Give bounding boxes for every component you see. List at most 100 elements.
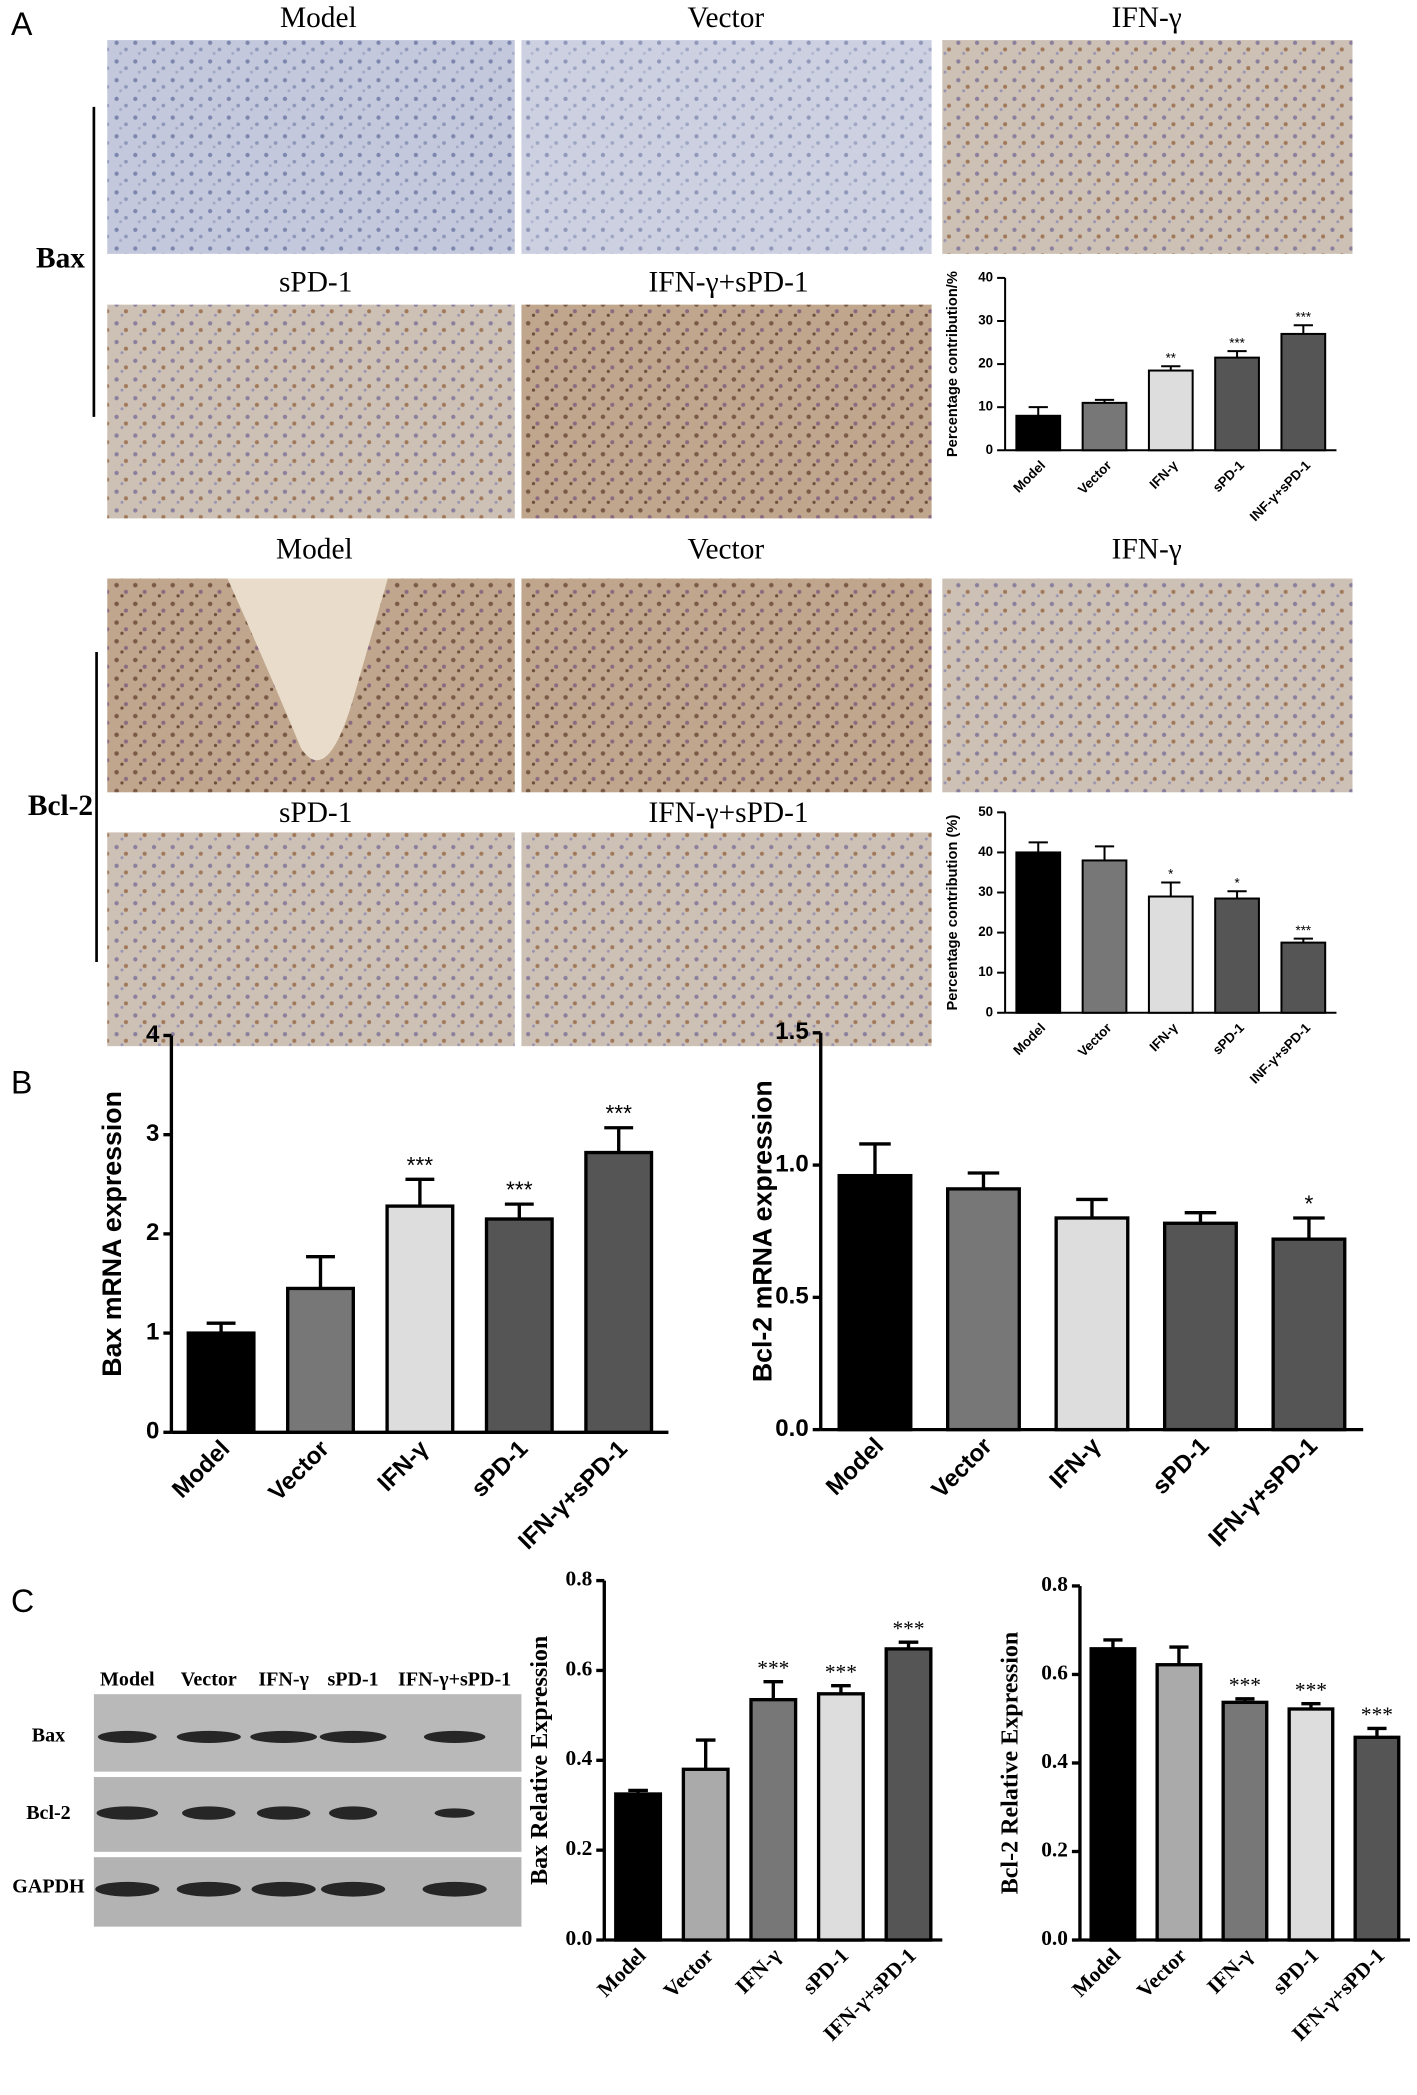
- y-tick-label: 0: [146, 1418, 159, 1445]
- micrograph-title: Model: [276, 534, 353, 566]
- x-tick-label: sPD-1: [1210, 457, 1248, 495]
- x-tick-label: Model: [1010, 458, 1048, 496]
- y-tick-label: 1: [146, 1318, 159, 1345]
- micrograph: [942, 40, 1353, 254]
- bar: [1214, 356, 1260, 452]
- blot-band: [422, 1881, 487, 1897]
- panel-label: C: [11, 1583, 34, 1619]
- lane-label: Model: [100, 1668, 155, 1690]
- y-tick-label: 0.6: [566, 1656, 593, 1680]
- x-tick-label: IFN-γ: [1202, 1943, 1257, 1998]
- bar: [1015, 851, 1062, 1014]
- blot-band: [319, 1730, 387, 1743]
- x-tick-label: Vector: [1075, 458, 1114, 497]
- micrograph-title: IFN-γ: [1112, 534, 1182, 566]
- bar: [681, 1767, 730, 1942]
- significance-label: ***: [892, 1616, 924, 1640]
- blot-band: [250, 1730, 318, 1743]
- y-axis-label: Bcl-2 Relative Expression: [997, 1632, 1023, 1895]
- y-tick-label: 0.2: [566, 1836, 593, 1860]
- x-tick-label: INF-γ+sPD-1: [1247, 457, 1314, 524]
- bar: [186, 1331, 256, 1434]
- blot-row-label: Bcl-2: [26, 1802, 71, 1824]
- y-axis-label: Bax mRNA expression: [97, 1091, 127, 1377]
- micrograph: [521, 578, 932, 793]
- panel-label: B: [11, 1064, 32, 1100]
- micrograph: [107, 40, 515, 254]
- significance-label: ***: [1361, 1703, 1393, 1727]
- micrographs: [92, 40, 1353, 1047]
- panel-label: A: [11, 6, 33, 42]
- y-tick-label: 0: [986, 1004, 993, 1019]
- bar: [584, 1150, 654, 1434]
- y-tick-label: 0.0: [1041, 1926, 1068, 1950]
- significance-label: **: [1166, 350, 1176, 365]
- y-tick-label: 0.4: [566, 1746, 593, 1770]
- micrograph: [107, 832, 515, 1047]
- y-tick-label: 0.2: [1041, 1837, 1068, 1861]
- significance-label: ***: [407, 1152, 434, 1178]
- blot-band: [176, 1730, 241, 1743]
- blot-band: [321, 1881, 386, 1897]
- bar-chart: 0.0 0.2 0.4 0.6 0.8 Bax Relative Expression Mo…: [527, 1567, 943, 2046]
- y-tick-label: 3: [146, 1120, 159, 1147]
- x-tick-label: sPD-1: [1268, 1943, 1324, 1999]
- x-tick-label: IFN-γ: [1147, 457, 1182, 492]
- significance-label: ***: [1296, 923, 1312, 938]
- x-tick-label: sPD-1: [798, 1943, 854, 1999]
- micrograph: [521, 304, 932, 519]
- bar: [614, 1792, 663, 1942]
- bar-chart: 0 10 20 30 40 Percentage contribution/% Model V…: [945, 269, 1337, 524]
- group-label: Bcl-2: [28, 790, 93, 822]
- lane-label: IFN-γ: [258, 1668, 309, 1690]
- bar: [1054, 1216, 1130, 1432]
- micrograph: [521, 40, 932, 254]
- bar: [1147, 369, 1194, 452]
- blot-band: [251, 1881, 316, 1897]
- significance-label: *: [1234, 875, 1239, 890]
- y-tick-label: 30: [978, 313, 993, 328]
- x-tick-label: Model: [821, 1433, 889, 1501]
- significance-label: *: [1305, 1190, 1314, 1216]
- bar: [837, 1173, 913, 1432]
- y-tick-label: 40: [978, 269, 993, 284]
- y-tick-label: 20: [978, 356, 993, 371]
- x-tick-label: IFN-γ+sPD-1: [1203, 1433, 1323, 1553]
- bar: [945, 1187, 1021, 1432]
- blot-row-label: GAPDH: [12, 1875, 85, 1897]
- significance-label: ***: [1295, 1678, 1327, 1702]
- bar: [1162, 1221, 1238, 1432]
- bar: [1081, 859, 1128, 1014]
- bar: [1089, 1647, 1137, 1942]
- bar: [1287, 1707, 1335, 1942]
- y-tick-label: 0: [986, 442, 993, 457]
- y-axis-label: Percentage contribution (%): [945, 815, 961, 1011]
- y-tick-label: 0.8: [1041, 1572, 1068, 1596]
- x-tick-label: IFN-γ: [1044, 1432, 1106, 1494]
- blot-row-label: Bax: [32, 1725, 65, 1747]
- bar: [484, 1217, 554, 1434]
- bar: [1147, 895, 1194, 1014]
- y-tick-label: 40: [978, 844, 993, 859]
- bar-chart: 0.0 0.2 0.4 0.6 0.8 Bcl-2 Relative Expression…: [997, 1572, 1410, 2046]
- y-tick-label: 1.5: [775, 1018, 808, 1045]
- significance-label: ***: [825, 1660, 857, 1684]
- significance-label: ***: [506, 1177, 533, 1203]
- bar: [816, 1692, 865, 1942]
- micrograph-title: Vector: [688, 2, 765, 34]
- bar: [884, 1647, 933, 1942]
- bar: [1271, 1237, 1347, 1432]
- blot-band: [95, 1881, 160, 1897]
- blot-band: [423, 1730, 486, 1743]
- y-axis-label: Bax Relative Expression: [527, 1636, 553, 1885]
- micrograph: [107, 304, 515, 519]
- x-tick-label: Model: [1067, 1943, 1125, 2001]
- x-tick-label: sPD-1: [1210, 1020, 1248, 1058]
- blot-band: [97, 1730, 157, 1743]
- bar: [1155, 1663, 1203, 1942]
- bar: [286, 1286, 355, 1434]
- bar-chart: 0.0 0.5 1.0 1.5 Bcl-2 mRNA expression Model Ve…: [748, 1018, 1364, 1552]
- micrograph: [942, 578, 1353, 793]
- micrograph-title: sPD-1: [279, 797, 352, 829]
